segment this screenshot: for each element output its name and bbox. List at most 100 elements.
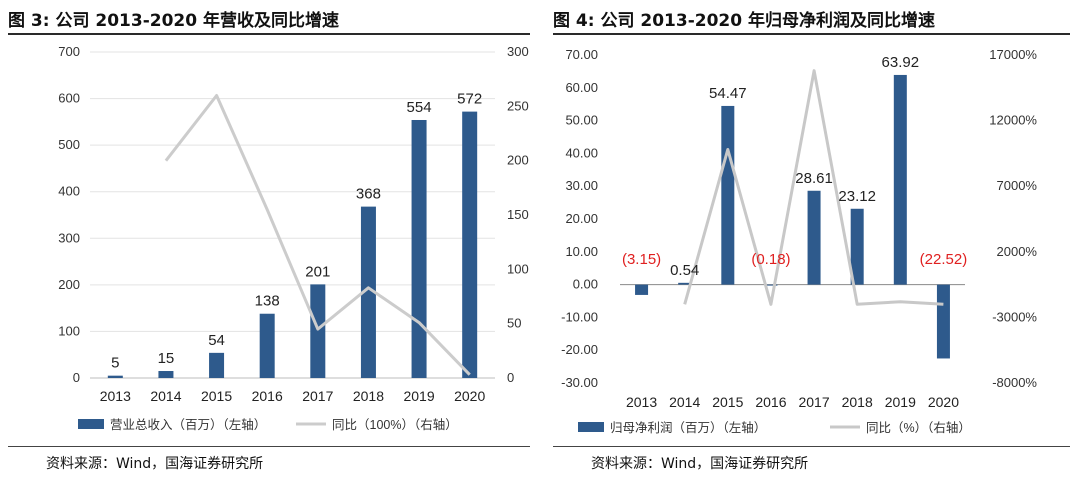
y-tick-label-left: 30.00 bbox=[565, 178, 598, 193]
data-label: 572 bbox=[457, 91, 482, 108]
x-tick-label: 2014 bbox=[150, 388, 181, 404]
y-tick-label-left: 10.00 bbox=[565, 244, 598, 259]
chart-title: 图 4: 公司 2013-2020 年归母净利润及同比增速 bbox=[553, 11, 935, 31]
x-tick-label: 2018 bbox=[353, 388, 384, 404]
data-label: 138 bbox=[255, 293, 280, 310]
y-tick-label-left: 200 bbox=[58, 277, 80, 292]
legend-label: 同比（%）（右轴） bbox=[866, 420, 971, 435]
y-tick-label-left: 700 bbox=[58, 44, 80, 59]
growth-line bbox=[683, 69, 944, 306]
y-tick-label-right: 200 bbox=[507, 153, 529, 168]
y-tick-label-left: 0.00 bbox=[573, 277, 598, 292]
y-tick-label-left: 600 bbox=[58, 91, 80, 106]
y-tick-label-right: 250 bbox=[507, 98, 529, 113]
y-tick-label-left: 300 bbox=[58, 230, 80, 245]
y-tick-label-right: 2000% bbox=[997, 244, 1038, 259]
growth-line bbox=[164, 94, 471, 376]
data-label: 5 bbox=[111, 355, 119, 372]
legend-swatch-bar bbox=[578, 422, 604, 432]
bar bbox=[936, 284, 950, 359]
x-tick-label: 2017 bbox=[302, 388, 333, 404]
y-tick-label-left: 60.00 bbox=[565, 80, 598, 95]
legend-label: 同比（100%）（右轴） bbox=[332, 417, 458, 432]
x-tick-label: 2020 bbox=[928, 394, 959, 410]
data-label: 201 bbox=[305, 263, 330, 280]
x-tick-label: 2014 bbox=[669, 394, 700, 410]
data-label: 54 bbox=[208, 332, 225, 349]
bar bbox=[259, 313, 275, 378]
y-tick-label-left: -20.00 bbox=[561, 342, 598, 357]
y-tick-label-left: 70.00 bbox=[565, 47, 598, 62]
y-tick-label-right: -8000% bbox=[992, 375, 1037, 390]
data-label: 63.92 bbox=[882, 54, 920, 71]
bar bbox=[411, 119, 427, 378]
data-label: 54.47 bbox=[709, 85, 747, 102]
x-tick-label: 2016 bbox=[252, 388, 283, 404]
data-label: 0.54 bbox=[670, 262, 699, 279]
y-tick-label-left: -10.00 bbox=[561, 309, 598, 324]
data-label: 28.61 bbox=[795, 170, 833, 187]
revenue-chart: 0 100 200 300 400 500 600 700 0 50 100 150 200 250 300… bbox=[58, 44, 529, 432]
y-tick-label-left: -30.00 bbox=[561, 375, 598, 390]
y-tick-label-left: 400 bbox=[58, 184, 80, 199]
source-divider bbox=[8, 446, 530, 447]
data-label: 554 bbox=[407, 99, 432, 116]
y-tick-label-right: 0 bbox=[507, 370, 514, 385]
title-divider bbox=[553, 33, 1070, 35]
y-tick-label-left: 100 bbox=[58, 323, 80, 338]
bar bbox=[721, 105, 735, 285]
y-tick-label-left: 50.00 bbox=[565, 113, 598, 128]
chart-title: 图 3: 公司 2013-2020 年营收及同比增速 bbox=[8, 11, 339, 31]
legend-label: 归母净利润（百万）（左轴） bbox=[610, 420, 766, 435]
bar bbox=[850, 208, 864, 285]
legend-swatch-bar bbox=[78, 419, 104, 429]
y-tick-label-left: 0 bbox=[73, 370, 80, 385]
data-label: 15 bbox=[158, 350, 175, 367]
legend-label: 营业总收入（百万）（左轴） bbox=[110, 417, 266, 432]
y-tick-label-right: -3000% bbox=[992, 309, 1037, 324]
y-tick-label-right: 17000% bbox=[989, 47, 1037, 62]
bar bbox=[462, 111, 478, 379]
y-tick-label-right: 50 bbox=[507, 316, 521, 331]
x-tick-label: 2016 bbox=[755, 394, 786, 410]
y-tick-label-right: 100 bbox=[507, 261, 529, 276]
bar bbox=[807, 190, 821, 285]
bar bbox=[310, 284, 326, 378]
data-label: (0.18) bbox=[751, 251, 790, 268]
y-tick-label-right: 150 bbox=[507, 207, 529, 222]
net-profit-chart-panel: 图 4: 公司 2013-2020 年归母净利润及同比增速 -30.00 -20.… bbox=[545, 0, 1080, 479]
bar bbox=[893, 74, 907, 285]
y-tick-label-right: 300 bbox=[507, 44, 529, 59]
x-tick-label: 2020 bbox=[454, 388, 485, 404]
net-profit-chart: -30.00 -20.00 -10.00 0.00 10.00 20.00 30.00 40.… bbox=[561, 47, 1038, 435]
x-tick-label: 2019 bbox=[403, 388, 434, 404]
data-label: (22.52) bbox=[920, 251, 968, 268]
bar bbox=[158, 371, 174, 378]
bar bbox=[209, 352, 225, 378]
source-note: 资料来源：Wind，国海证券研究所 bbox=[46, 456, 264, 472]
bar bbox=[360, 206, 376, 378]
bar bbox=[107, 375, 123, 378]
y-tick-label-left: 40.00 bbox=[565, 145, 598, 160]
y-tick-label-left: 20.00 bbox=[565, 211, 598, 226]
bar bbox=[764, 284, 778, 286]
x-tick-label: 2019 bbox=[885, 394, 916, 410]
data-label: (3.15) bbox=[622, 251, 661, 268]
data-label: 368 bbox=[356, 186, 381, 203]
x-tick-label: 2013 bbox=[100, 388, 131, 404]
x-tick-label: 2015 bbox=[712, 394, 743, 410]
revenue-chart-panel: 图 3: 公司 2013-2020 年营收及同比增速 0 100 200 300 400… bbox=[8, 11, 530, 472]
source-divider bbox=[553, 446, 1070, 447]
x-tick-label: 2013 bbox=[626, 394, 657, 410]
y-tick-label-right: 12000% bbox=[989, 113, 1037, 128]
data-label: 23.12 bbox=[838, 188, 876, 205]
source-note: 资料来源：Wind，国海证券研究所 bbox=[591, 456, 809, 472]
bar bbox=[635, 284, 649, 295]
x-tick-label: 2018 bbox=[842, 394, 873, 410]
x-tick-label: 2017 bbox=[798, 394, 829, 410]
x-tick-label: 2015 bbox=[201, 388, 232, 404]
title-divider bbox=[8, 33, 530, 35]
y-tick-label-left: 500 bbox=[58, 137, 80, 152]
y-tick-label-right: 7000% bbox=[997, 178, 1038, 193]
bar bbox=[678, 282, 692, 285]
